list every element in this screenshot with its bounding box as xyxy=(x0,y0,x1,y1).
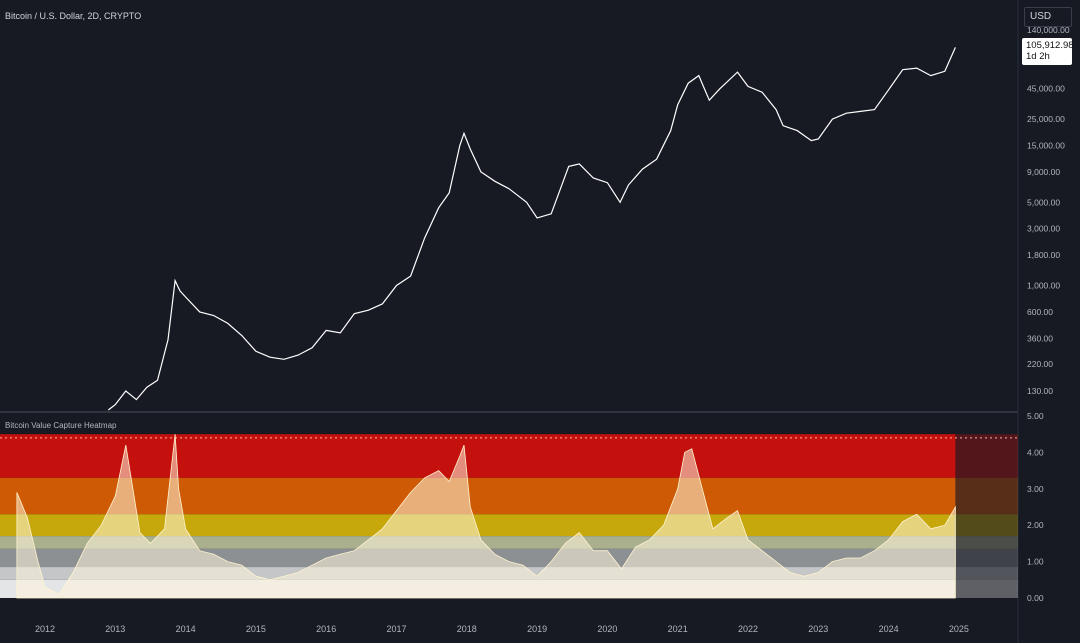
heat-axis-tick-label: 4.00 xyxy=(1027,447,1044,457)
heat-axis-tick-label: 5.00 xyxy=(1027,411,1044,421)
heat-axis-tick-label: 3.00 xyxy=(1027,484,1044,494)
price-axis-tick-label: 1,000.00 xyxy=(1027,281,1060,291)
heat-band xyxy=(0,434,956,442)
bar-countdown: 1d 2h xyxy=(1026,51,1050,62)
price-axis-tick-label: 45,000.00 xyxy=(1027,84,1065,94)
heat-band-projection xyxy=(955,579,1018,598)
price-axis-tick-label: 220.00 xyxy=(1027,359,1053,369)
heat-band-projection xyxy=(955,548,1018,568)
last-price-value: 105,912.98 xyxy=(1026,40,1074,51)
heat-band-projection xyxy=(955,441,1018,478)
heat-axis-tick-label: 1.00 xyxy=(1027,557,1044,567)
chart-symbol-title: Bitcoin / U.S. Dollar, 2D, CRYPTO xyxy=(5,11,142,21)
heat-axis-tick-label: 0.00 xyxy=(1027,593,1044,603)
price-axis-tick-label: 25,000.00 xyxy=(1027,114,1065,124)
heat-band-projection xyxy=(955,477,1018,515)
price-axis-tick-label: 130.00 xyxy=(1027,386,1053,396)
time-axis-tick-label: 2018 xyxy=(457,624,477,634)
time-axis-tick-label: 2012 xyxy=(35,624,55,634)
price-axis-tick-label: 15,000.00 xyxy=(1027,140,1065,150)
heat-axis-tick-label: 2.00 xyxy=(1027,520,1044,530)
heat-band-projection xyxy=(955,536,1018,549)
time-axis-tick-label: 2023 xyxy=(808,624,828,634)
time-axis-tick-label: 2019 xyxy=(527,624,547,634)
heat-band-projection xyxy=(955,514,1018,537)
time-axis-tick-label: 2016 xyxy=(316,624,336,634)
time-axis-tick-label: 2021 xyxy=(668,624,688,634)
price-axis-tick-label: 140,000.00 xyxy=(1027,25,1070,35)
heat-band-projection xyxy=(955,567,1018,580)
time-axis-tick-label: 2013 xyxy=(105,624,125,634)
currency-button[interactable]: USD xyxy=(1024,7,1072,27)
heat-band xyxy=(0,477,956,515)
time-axis-tick-label: 2017 xyxy=(386,624,406,634)
price-axis-tick-label: 600.00 xyxy=(1027,307,1053,317)
heat-band xyxy=(0,441,956,478)
time-axis-tick-label: 2025 xyxy=(949,624,969,634)
indicator-title: Bitcoin Value Capture Heatmap xyxy=(5,421,117,430)
price-axis-tick-label: 5,000.00 xyxy=(1027,197,1060,207)
time-axis-tick-label: 2022 xyxy=(738,624,758,634)
price-axis-tick-label: 1,800.00 xyxy=(1027,250,1060,260)
time-axis-tick-label: 2015 xyxy=(246,624,266,634)
price-axis-tick-label: 360.00 xyxy=(1027,333,1053,343)
price-line-series xyxy=(107,47,956,411)
price-axis-tick-label: 9,000.00 xyxy=(1027,167,1060,177)
time-axis-tick-label: 2014 xyxy=(176,624,196,634)
last-price-label: 105,912.98 1d 2h xyxy=(1022,38,1074,65)
price-axis-tick-label: 3,000.00 xyxy=(1027,224,1060,234)
heat-area-series xyxy=(16,434,956,599)
time-axis-tick-label: 2024 xyxy=(879,624,899,634)
time-axis-tick-label: 2020 xyxy=(597,624,617,634)
